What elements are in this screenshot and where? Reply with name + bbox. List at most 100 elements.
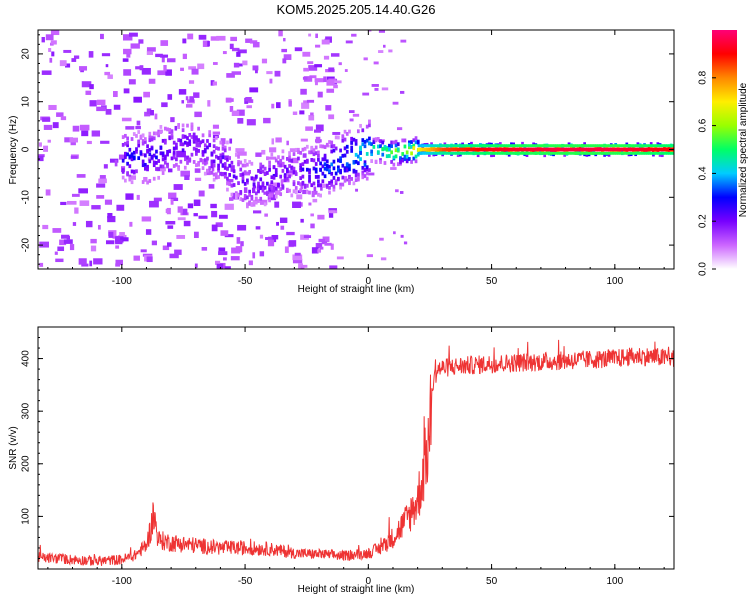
spectrogram-cell: [297, 147, 300, 152]
spectrogram-cell: [148, 179, 152, 183]
spectrogram-cell: [135, 147, 138, 152]
spectrogram-cell: [599, 147, 603, 152]
spectrogram-cell: [73, 55, 80, 59]
spectrogram-cell: [302, 76, 308, 80]
spectrogram-cell: [223, 165, 227, 170]
spectrogram-cell: [371, 84, 379, 87]
spectrogram-cell: [499, 144, 503, 148]
snr-x-tick-label: -50: [238, 576, 253, 587]
spectrogram-cell: [643, 147, 647, 152]
spectrogram-cell: [248, 202, 251, 206]
spectrogram-cell: [595, 144, 598, 148]
spectrogram-cell: [356, 172, 360, 177]
spectrogram-cell: [370, 142, 374, 147]
spectrogram-cell: [524, 144, 527, 148]
spectrogram-cell: [584, 151, 587, 155]
spectrogram-cell: [550, 151, 554, 155]
spectrogram-cell: [234, 192, 238, 197]
spectrogram-cell: [144, 162, 147, 167]
spectrogram-cell: [548, 147, 552, 152]
spectrogram-cell: [637, 151, 640, 155]
spectrogram-cell: [585, 152, 589, 157]
spectrogram-cell: [652, 151, 656, 155]
spectrogram-cell: [246, 204, 249, 209]
spectrogram-cell: [218, 214, 228, 219]
spectrogram-cell: [294, 47, 303, 52]
spectrogram-cell: [394, 154, 398, 159]
spectrogram-cell: [279, 159, 283, 164]
spectrogram-cell: [400, 39, 407, 43]
spectrogram-cell: [132, 169, 136, 174]
spectrogram-cell: [42, 224, 49, 230]
spectrogram-cell: [292, 258, 303, 264]
spectrogram-cell: [416, 140, 420, 145]
spectrogram-cell: [223, 148, 227, 153]
spectrogram-cell: [379, 144, 382, 149]
spectrogram-cell: [89, 84, 94, 90]
spectrogram-y-tick-label: 20: [21, 48, 32, 60]
spectrogram-cell: [403, 157, 407, 161]
spectrogram-cell: [121, 175, 125, 180]
spectrogram-cell: [308, 178, 311, 183]
spectrogram-cell: [299, 176, 303, 180]
spectrogram-cell: [236, 109, 245, 116]
spectrogram-cell: [394, 139, 398, 144]
spectrogram-cell: [462, 147, 465, 152]
spectrogram-cell: [137, 156, 141, 161]
spectrogram-cell: [169, 253, 179, 259]
spectrogram-cell: [237, 193, 240, 197]
spectrogram-cell: [66, 200, 77, 205]
spectrogram-cell: [392, 162, 396, 167]
spectrogram-cell: [332, 166, 336, 171]
spectrogram-cell: [309, 75, 317, 79]
spectrogram-cell: [136, 120, 141, 126]
spectrogram-cell: [97, 224, 101, 230]
spectrogram-cell: [532, 144, 536, 148]
spectrogram-cell: [128, 174, 132, 179]
spectrogram-cell: [457, 144, 461, 148]
spectrogram-cell: [268, 198, 271, 203]
spectrogram-cell: [359, 150, 362, 155]
spectrogram-cell: [90, 238, 97, 244]
colorbar-tick-label: 0.2: [698, 214, 709, 228]
spectrogram-cell: [281, 184, 285, 189]
spectrogram-cell: [283, 37, 286, 42]
spectrogram-cell: [281, 48, 288, 53]
spectrogram-cell: [325, 163, 329, 168]
spectrogram-cell: [345, 168, 349, 173]
spectrogram-cell: [41, 70, 52, 75]
spectrogram-cell: [568, 151, 572, 155]
spectrogram-cell: [561, 144, 565, 148]
spectrogram-cell: [546, 144, 550, 148]
spectrogram-cell: [468, 144, 472, 148]
spectrogram-cell: [400, 90, 405, 94]
spectrogram-cell: [462, 151, 465, 155]
spectrogram-cell: [126, 136, 129, 141]
spectrogram-cell: [352, 168, 356, 173]
spectrogram-cell: [412, 146, 416, 151]
spectrogram-cell: [231, 247, 241, 254]
spectrogram-cell: [39, 241, 49, 248]
spectrogram-cell: [176, 234, 186, 239]
spectrogram-cell: [504, 147, 507, 152]
spectrogram-cell: [476, 153, 480, 158]
spectrogram-cell: [274, 158, 278, 163]
spectrogram-cell: [597, 147, 601, 152]
spectrogram-cell: [70, 155, 78, 159]
spectrogram-cell: [229, 43, 234, 50]
spectrogram-cell: [210, 164, 214, 169]
spectrogram-cell: [528, 151, 532, 155]
spectrogram-cell: [510, 151, 514, 155]
spectrogram-cell: [455, 144, 459, 148]
spectrogram-cell: [544, 144, 547, 148]
spectrogram-cell: [150, 146, 154, 151]
spectrogram-cell: [270, 175, 274, 180]
spectrogram-cell: [399, 156, 402, 160]
spectrogram-cell: [80, 69, 84, 73]
spectrogram-y-tick-label: -10: [21, 190, 32, 205]
spectrogram-cell: [561, 147, 565, 152]
spectrogram-cell: [390, 150, 393, 155]
spectrogram-cell: [321, 144, 325, 149]
spectrogram-cell: [621, 144, 625, 148]
spectrogram-cell: [329, 265, 338, 269]
